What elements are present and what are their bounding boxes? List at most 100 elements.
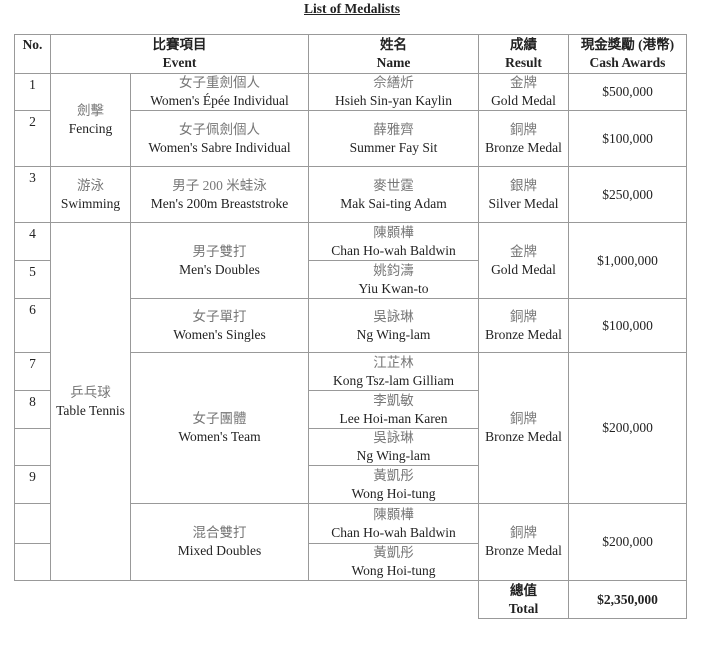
cash-award-cell: $200,000 <box>568 503 687 581</box>
row-number: 1 <box>14 73 51 111</box>
result-en: Bronze Medal <box>485 543 562 558</box>
result-zh: 銅牌 <box>510 411 537 426</box>
athlete-name-zh: 陳顥樺 <box>373 506 414 522</box>
result-cell: 銅牌 Bronze Medal <box>478 298 569 353</box>
sport-en: Fencing <box>68 121 113 136</box>
header-zh: 現金獎勵 (港幣) <box>580 37 675 52</box>
header-cash: 現金獎勵 (港幣) Cash Awards <box>568 34 687 74</box>
athlete-name-en: Summer Fay Sit <box>349 139 438 155</box>
event-en: Mixed Doubles <box>177 543 262 558</box>
sport-cell: 游泳 Swimming <box>50 166 131 223</box>
athlete-name-en: Mak Sai-ting Adam <box>340 195 447 211</box>
name-cell: 薛雅齊 Summer Fay Sit <box>308 110 479 167</box>
cash-award-cell: $100,000 <box>568 298 687 353</box>
athlete-name-zh: 吳詠琳 <box>373 308 414 324</box>
table-row: 吳詠琳 Ng Wing-lam <box>14 428 687 466</box>
result-en: Bronze Medal <box>485 429 562 444</box>
result-cell: 銅牌 Bronze Medal <box>478 503 569 581</box>
event-cell: 男子雙打 Men's Doubles <box>130 222 309 299</box>
sport-en: Table Tennis <box>56 402 125 418</box>
result-zh: 金牌 <box>510 75 537 90</box>
header-result: 成績 Result <box>478 34 569 74</box>
row-number: 4 <box>14 222 51 261</box>
event-zh: 混合雙打 <box>192 525 247 540</box>
athlete-name-zh: 佘繕炘 <box>373 75 414 90</box>
athlete-name-en: Chan Ho-wah Baldwin <box>331 242 456 258</box>
event-zh: 男子雙打 <box>192 243 247 259</box>
header-label: No. <box>22 37 43 52</box>
event-zh: 女子佩劍個人 <box>179 121 260 137</box>
athlete-name-en: Chan Ho-wah Baldwin <box>331 524 456 540</box>
header-zh: 比賽項目 <box>152 37 207 52</box>
result-cell: 金牌 Gold Medal <box>478 222 569 299</box>
header-en: Cash Awards <box>589 55 666 70</box>
athlete-name-zh: 江芷林 <box>373 354 414 370</box>
document-title: List of Medalists <box>304 1 400 16</box>
athlete-name-en: Hsieh Sin-yan Kaylin <box>335 93 452 108</box>
event-zh: 女子團體 <box>192 411 247 426</box>
name-cell: 佘繕炘 Hsieh Sin-yan Kaylin <box>308 73 479 111</box>
table-row: 黃凱彤 Wong Hoi-tung <box>14 543 687 581</box>
athlete-name-zh: 姚鈞濤 <box>373 262 414 278</box>
row-number: 6 <box>14 298 51 353</box>
result-zh: 銅牌 <box>510 525 537 540</box>
event-en: Men's 200m Breaststroke <box>150 195 289 211</box>
result-cell: 金牌 Gold Medal <box>478 73 569 111</box>
empty-cell <box>51 581 131 619</box>
athlete-name-zh: 麥世霆 <box>373 177 414 193</box>
header-name: 姓名 Name <box>308 34 479 74</box>
cash-award-cell: $100,000 <box>568 110 687 167</box>
row-number <box>14 503 51 544</box>
cash-award-cell: $500,000 <box>568 73 687 111</box>
athlete-name-en: Lee Hoi-man Karen <box>339 410 448 426</box>
event-cell: 女子佩劍個人 Women's Sabre Individual <box>130 110 309 167</box>
event-en: Women's Épée Individual <box>150 93 289 108</box>
athlete-name-en: Ng Wing-lam <box>356 448 431 463</box>
event-cell: 女子重劍個人 Women's Épée Individual <box>130 73 309 111</box>
event-cell: 女子單打 Women's Singles <box>130 298 309 353</box>
name-cell: 吳詠琳 Ng Wing-lam <box>308 298 479 353</box>
cash-award-cell: $250,000 <box>568 166 687 223</box>
header-zh: 姓名 <box>380 37 407 52</box>
event-en: Women's Sabre Individual <box>148 139 291 155</box>
row-number: 2 <box>14 110 51 167</box>
result-zh: 銅牌 <box>510 308 537 324</box>
result-en: Bronze Medal <box>485 326 562 342</box>
result-cell: 銅牌 Bronze Medal <box>478 110 569 167</box>
sport-zh: 乒乓球 <box>70 384 111 400</box>
athlete-name-zh: 黃凱彤 <box>373 545 414 560</box>
total-label-zh: 總值 <box>510 582 537 598</box>
event-cell: 男子 200 米蛙泳 Men's 200m Breaststroke <box>130 166 309 223</box>
table-row: 1 劍擊 Fencing 女子重劍個人 Women's Épée Individual 佘… <box>14 73 687 167</box>
table-row: 2 女子佩劍個人 Women's Sabre Individual 薛雅齊 Summer… <box>14 110 687 167</box>
medalists-table: No. 比賽項目 Event 姓名 Name 成績 Result 現金獎勵 (港幣) Cash … <box>14 34 687 619</box>
name-cell: 姚鈞濤 Yiu Kwan-to <box>308 260 479 299</box>
sport-zh: 劍擊 <box>77 103 104 118</box>
athlete-name-en: Yiu Kwan-to <box>358 280 429 296</box>
table-row: 3 游泳 Swimming 男子 200 米蛙泳 Men's 200m Breastst… <box>14 166 687 223</box>
event-zh: 男子 200 米蛙泳 <box>172 177 267 193</box>
name-cell: 江芷林 Kong Tsz-lam Gilliam <box>308 352 479 391</box>
name-cell: 陳顥樺 Chan Ho-wah Baldwin <box>308 503 479 544</box>
result-en: Gold Medal <box>491 261 556 277</box>
event-cell: 女子團體 Women's Team <box>130 352 309 504</box>
header-no: No. <box>14 34 51 74</box>
total-label: 總值 Total <box>478 580 569 619</box>
result-zh: 銀牌 <box>510 177 537 193</box>
row-number: 5 <box>14 260 51 299</box>
athlete-name-zh: 吳詠琳 <box>373 430 414 445</box>
row-number: 7 <box>14 352 51 391</box>
result-cell: 銅牌 Bronze Medal <box>478 352 569 504</box>
result-zh: 金牌 <box>510 243 537 259</box>
empty-cell <box>15 581 51 619</box>
athlete-name-en: Wong Hoi-tung <box>351 563 436 578</box>
result-en: Gold Medal <box>491 93 556 108</box>
header-en: Result <box>505 55 542 70</box>
header-en: Event <box>162 55 197 70</box>
table-row: 9 黃凱彤 Wong Hoi-tung <box>14 465 687 504</box>
header-row: No. 比賽項目 Event 姓名 Name 成績 Result 現金獎勵 (港幣) Cash … <box>14 34 687 74</box>
name-cell: 吳詠琳 Ng Wing-lam <box>308 428 479 466</box>
table-row: 混合雙打 Mixed Doubles 陳顥樺 Chan Ho-wah Baldwin 銅… <box>14 503 687 581</box>
sport-cell: 乒乓球 Table Tennis <box>50 222 131 581</box>
cash-award-cell: $1,000,000 <box>568 222 687 299</box>
